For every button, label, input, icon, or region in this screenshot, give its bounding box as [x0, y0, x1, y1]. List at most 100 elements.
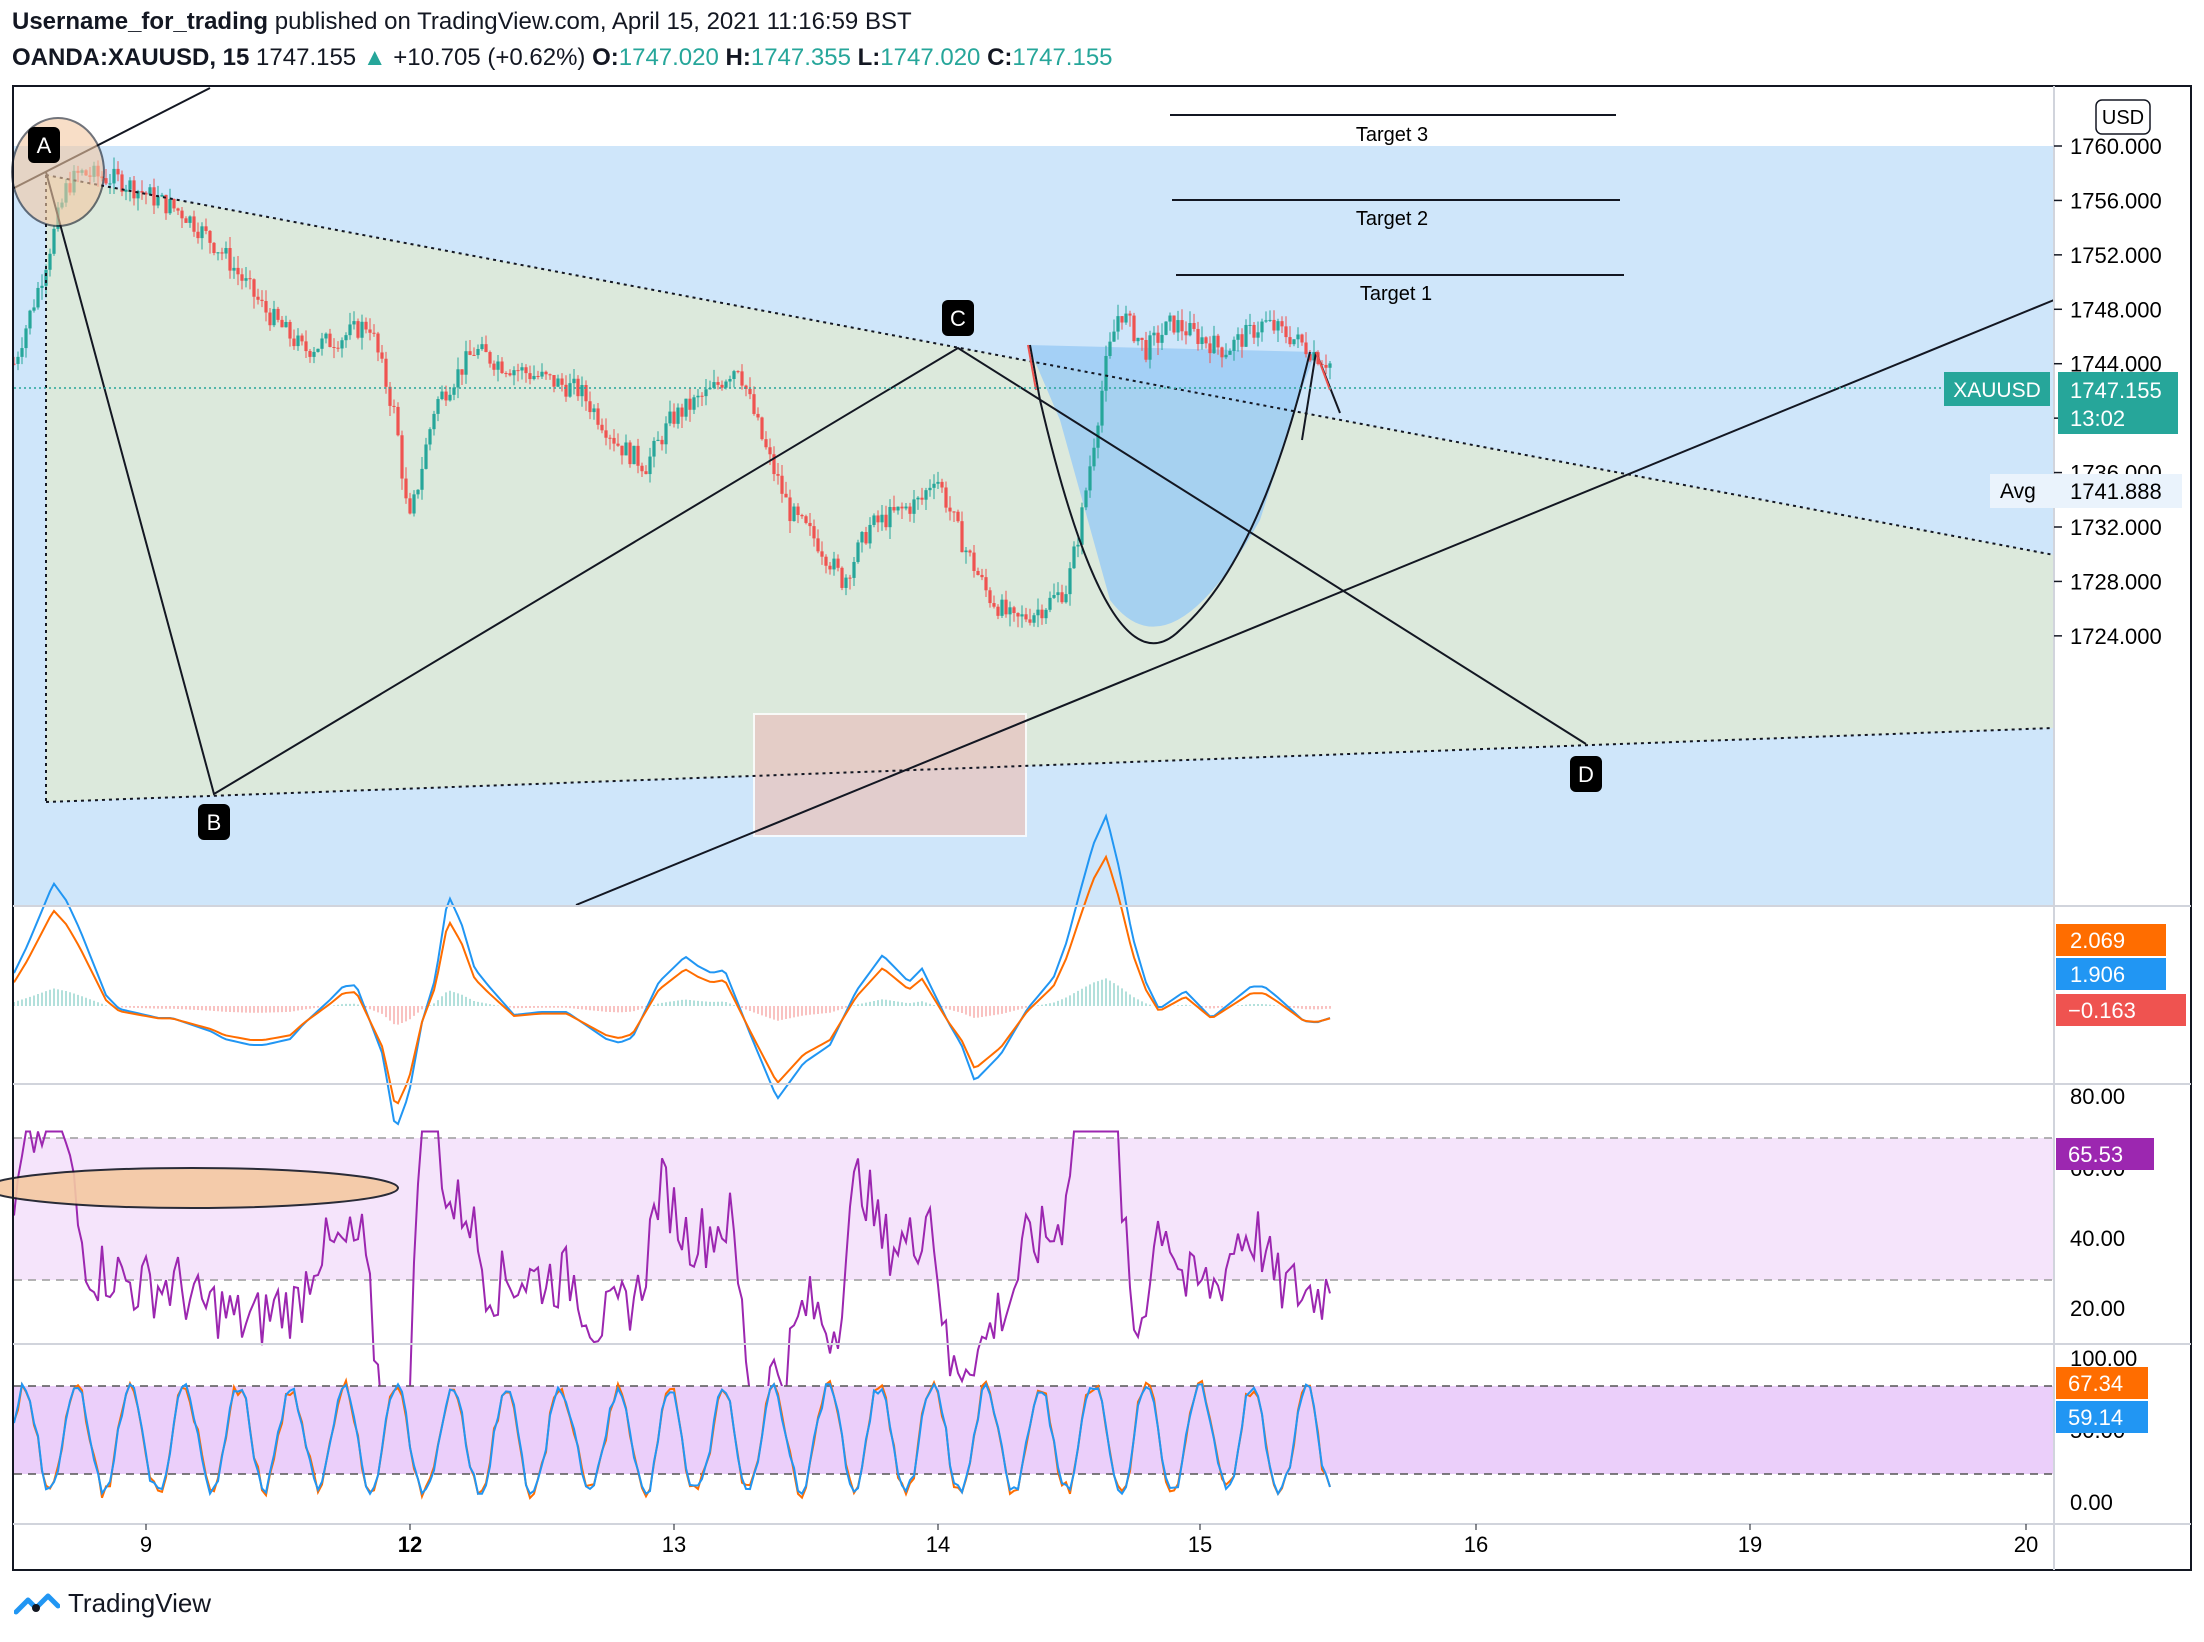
time-tick-label: 16 — [1464, 1532, 1488, 1557]
candle-body — [916, 497, 920, 500]
price-tick-label: 1728.000 — [2070, 569, 2162, 594]
target-2-label: Target 2 — [1356, 208, 1428, 230]
candle-body — [1244, 324, 1248, 347]
candle-body — [28, 310, 32, 329]
candle-body — [112, 168, 116, 184]
up-arrow-icon: ▲ — [362, 44, 387, 71]
candle-body — [604, 430, 608, 438]
candle-body — [1280, 321, 1284, 327]
brand-name[interactable]: TradingView — [68, 1588, 212, 1618]
candle-body — [392, 405, 396, 407]
candle-body — [208, 230, 212, 243]
candle-body — [264, 301, 268, 313]
candle-body — [480, 344, 484, 350]
candle-body — [1216, 335, 1220, 348]
point-d[interactable]: D — [1570, 756, 1602, 792]
candle-body — [628, 442, 632, 465]
candle-body — [852, 561, 856, 578]
candle-body — [260, 299, 264, 302]
rsi-line — [13, 1130, 1331, 1417]
stoch-tick-label: 0.00 — [2070, 1490, 2113, 1515]
point-c[interactable]: C — [942, 300, 974, 336]
candle-body — [232, 267, 236, 271]
candle-body — [508, 373, 512, 376]
candle-body — [24, 328, 28, 349]
author-name[interactable]: Username_for_trading — [12, 8, 269, 35]
candle-body — [636, 445, 640, 466]
candle-body — [316, 348, 320, 352]
candle-body — [244, 278, 248, 281]
candle-body — [1192, 323, 1196, 329]
candle-body — [512, 370, 516, 376]
candle-body — [1124, 313, 1128, 323]
candle-body — [1020, 614, 1024, 617]
candle-body — [456, 369, 460, 388]
candle-body — [1312, 352, 1316, 361]
pattern-drawings — [13, 87, 2055, 906]
candle-body — [1284, 326, 1288, 338]
candle-body — [568, 383, 572, 397]
candle-body — [1240, 334, 1244, 347]
candle-body — [492, 363, 496, 370]
candle-body — [864, 532, 868, 544]
candle-body — [820, 551, 824, 557]
candle-body — [248, 278, 252, 280]
candle-body — [1120, 316, 1124, 323]
candle-body — [968, 550, 972, 553]
bar-countdown: 13:02 — [2070, 406, 2125, 431]
candle-body — [256, 296, 260, 300]
candle-body — [1260, 321, 1264, 333]
candle-body — [668, 411, 672, 424]
abcd-pattern-line[interactable] — [45, 171, 1587, 796]
candle-body — [1184, 331, 1188, 336]
point-b[interactable]: B — [198, 804, 230, 840]
support-trendline[interactable] — [575, 299, 2055, 906]
candle-body — [984, 577, 988, 591]
candle-body — [1304, 342, 1308, 355]
point-a[interactable]: A — [28, 127, 60, 163]
candle-body — [252, 279, 256, 297]
candle-body — [856, 542, 860, 562]
candle-body — [980, 574, 984, 578]
candle-body — [1328, 363, 1332, 368]
upper-trendline[interactable] — [45, 174, 2055, 556]
candle-body — [1052, 595, 1056, 598]
candle-body — [396, 406, 400, 436]
currency-button[interactable]: USD — [2095, 99, 2151, 135]
candle-body — [672, 411, 676, 424]
candle-body — [860, 532, 864, 543]
lower-trendline[interactable] — [45, 727, 2055, 803]
candle-body — [468, 351, 472, 355]
candle-body — [536, 375, 540, 377]
candle-body — [360, 321, 364, 338]
candle-body — [952, 511, 956, 513]
candle-body — [900, 506, 904, 509]
symbol-name[interactable]: OANDA:XAUUSD, 15 — [12, 44, 250, 71]
candle-body — [524, 367, 528, 374]
candle-body — [532, 375, 536, 380]
price-tick-label: 1752.000 — [2070, 243, 2162, 268]
low-label: L: — [857, 44, 881, 71]
candle-body — [464, 351, 468, 375]
target-3-label: Target 3 — [1356, 124, 1428, 146]
candle-body — [640, 465, 644, 472]
candle-body — [268, 312, 272, 326]
cup-curve[interactable] — [1029, 344, 1311, 645]
candle-body — [528, 373, 532, 380]
last-price: 1747.155 — [256, 44, 357, 71]
candle-body — [1276, 321, 1280, 331]
candle-body — [272, 308, 276, 326]
high-value: 1747.355 — [750, 44, 851, 71]
macd-hist-value: −0.163 — [2068, 998, 2136, 1023]
time-tick-label: 15 — [1188, 1532, 1212, 1557]
highlight-ellipse-rsi[interactable] — [0, 1167, 399, 1209]
candle-body — [744, 385, 748, 389]
price-tick-label: 1732.000 — [2070, 515, 2162, 540]
candle-body — [1264, 320, 1268, 322]
candle-body — [408, 498, 412, 514]
candle-body — [840, 567, 844, 588]
time-axis[interactable]: 9 12 13 14 15 16 19 20 — [140, 1524, 2038, 1557]
candle-body — [1212, 335, 1216, 354]
candle-body — [148, 187, 152, 195]
